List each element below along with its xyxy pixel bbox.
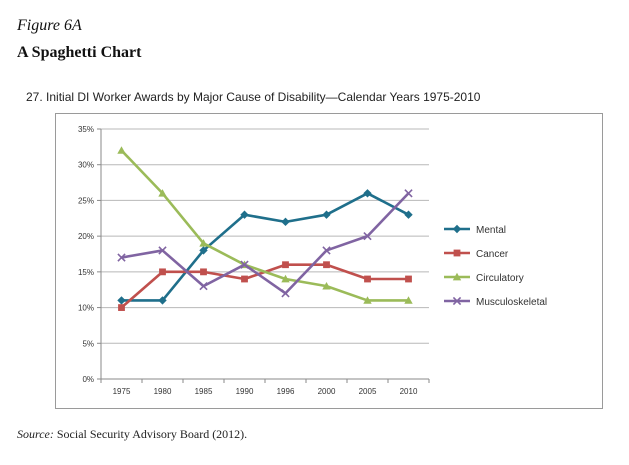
y-tick-label: 20% xyxy=(78,232,94,241)
data-point xyxy=(199,281,208,291)
source-label: Source: xyxy=(17,427,54,441)
data-point xyxy=(117,296,126,305)
y-tick-label: 25% xyxy=(78,196,94,205)
x-tick-label: 1975 xyxy=(113,387,131,396)
y-tick-label: 15% xyxy=(78,268,94,277)
chart-caption: 27. Initial DI Worker Awards by Major Ca… xyxy=(26,90,481,104)
data-point xyxy=(241,275,248,283)
legend-label: Mental xyxy=(476,225,506,236)
x-tick-label: 1985 xyxy=(195,387,213,396)
data-point xyxy=(158,189,167,197)
data-point-stroke xyxy=(281,289,290,298)
data-point-stroke xyxy=(240,260,249,269)
data-point xyxy=(404,296,413,304)
data-point-stroke xyxy=(322,246,331,255)
data-point-stroke xyxy=(452,296,462,306)
x-tick-label: 1996 xyxy=(277,387,295,396)
legend-label: Cancer xyxy=(476,249,509,260)
data-point xyxy=(453,249,461,257)
series-line-circulatory xyxy=(120,149,409,302)
x-tick-label: 1980 xyxy=(154,387,172,396)
data-point-stroke xyxy=(158,246,167,255)
series-musculoskeletal xyxy=(117,189,413,298)
data-point xyxy=(281,289,290,298)
legend-item-musculoskeletal: Musculoskeletal xyxy=(444,296,547,308)
figure-title: A Spaghetti Chart xyxy=(17,44,142,61)
x-tick-label: 2005 xyxy=(359,387,377,396)
x-tick-label: 2000 xyxy=(318,387,336,396)
data-point xyxy=(281,274,290,283)
y-tick-label: 35% xyxy=(78,125,94,134)
line-chart: 0%5%10%15%20%25%30%35% 1975 1980 1985 1990 1… xyxy=(78,125,547,396)
data-point xyxy=(404,189,413,198)
data-point xyxy=(452,272,462,281)
data-point xyxy=(363,296,372,304)
data-point xyxy=(363,231,372,241)
data-point-stroke xyxy=(199,281,208,291)
legend-item-cancer: Cancer xyxy=(444,249,509,260)
legend-item-mental: Mental xyxy=(444,224,506,236)
series-circulatory xyxy=(117,146,413,304)
source-text: Social Security Advisory Board (2012). xyxy=(53,427,248,441)
data-point xyxy=(117,253,126,262)
data-point xyxy=(364,275,371,283)
legend-label: Musculoskeletal xyxy=(476,297,547,308)
x-tick-label: 1990 xyxy=(236,387,254,396)
data-point-stroke xyxy=(363,231,372,241)
data-point xyxy=(199,239,208,247)
x-axis: 1975 1980 1985 1990 1996 2000 2005 2010 xyxy=(100,378,430,396)
data-point xyxy=(322,210,331,219)
gridlines xyxy=(101,128,429,380)
y-tick-label: 10% xyxy=(78,304,94,313)
legend-label: Circulatory xyxy=(476,273,524,284)
data-point xyxy=(404,210,413,219)
series-line-musculoskeletal xyxy=(121,192,410,295)
data-point xyxy=(117,146,126,154)
source-note: Source: Social Security Advisory Board (… xyxy=(17,427,247,442)
series-line-mental xyxy=(121,191,410,302)
data-point xyxy=(322,281,331,290)
data-point xyxy=(200,268,207,276)
data-point xyxy=(159,268,166,276)
data-point xyxy=(199,246,208,255)
data-point-stroke xyxy=(117,253,126,262)
data-point xyxy=(158,246,167,255)
y-tick-label: 30% xyxy=(78,161,94,170)
y-axis: 0% 5% 10% 15% 20% 25% 30% 35% xyxy=(78,125,102,384)
data-point xyxy=(240,210,249,219)
chart-frame: 0% 5% 10% 15% 20% 25% 30% 35% 1975 1980 1985 1990 1… xyxy=(55,113,603,409)
legend: Mental Cancer Circulatory Musculoskeletal xyxy=(444,224,547,308)
y-tick-label: 5% xyxy=(82,339,94,348)
series-mental xyxy=(117,189,413,305)
data-point xyxy=(281,217,290,227)
data-point xyxy=(158,296,167,305)
data-point xyxy=(452,224,462,234)
y-tick-label: 0% xyxy=(82,375,94,384)
figure-label: Figure 6A xyxy=(17,17,82,34)
data-point xyxy=(323,261,330,269)
data-point xyxy=(240,260,249,269)
series-lines xyxy=(117,146,413,311)
legend-item-circulatory: Circulatory xyxy=(444,272,524,284)
data-point xyxy=(322,246,331,255)
data-point xyxy=(405,275,412,283)
data-point xyxy=(452,296,462,306)
data-point xyxy=(282,261,289,269)
x-tick-label: 2010 xyxy=(400,387,418,396)
data-point xyxy=(118,304,125,311)
data-point-stroke xyxy=(404,189,413,198)
data-point xyxy=(363,189,372,198)
